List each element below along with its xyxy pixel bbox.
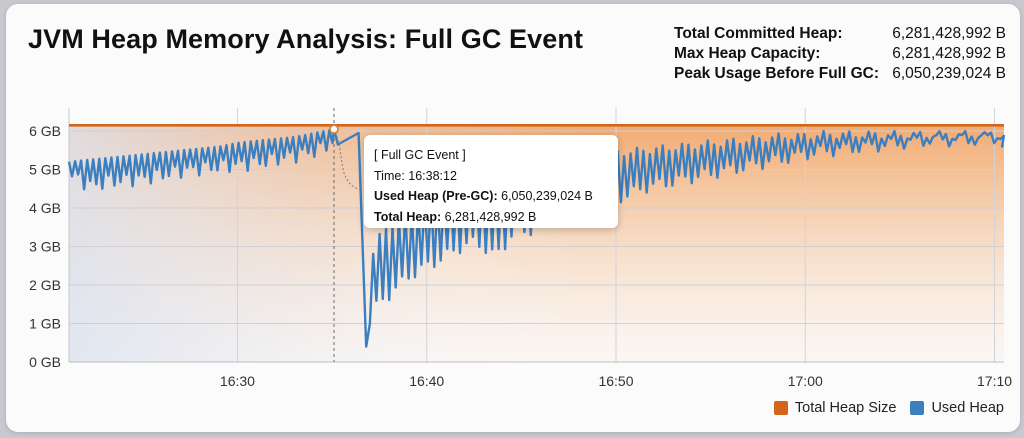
y-tick-label: 6 GB bbox=[29, 123, 61, 139]
chart-legend: Total Heap Size Used Heap bbox=[760, 400, 1004, 416]
x-tick-label: 16:50 bbox=[598, 373, 633, 389]
stat-total-committed: Total Committed Heap: 6,281,428,992 B bbox=[674, 24, 1006, 44]
stat-max-capacity: Max Heap Capacity: 6,281,428,992 B bbox=[674, 44, 1006, 64]
x-tick-label: 16:30 bbox=[220, 373, 255, 389]
y-tick-label: 5 GB bbox=[29, 162, 61, 178]
legend-label: Total Heap Size bbox=[794, 400, 897, 416]
y-tick-label: 4 GB bbox=[29, 200, 61, 216]
chart-card: JVM Heap Memory Analysis: Full GC Event … bbox=[6, 4, 1020, 432]
chart-title: JVM Heap Memory Analysis: Full GC Event bbox=[28, 24, 584, 54]
tooltip-time-value: 16:38:12 bbox=[408, 168, 457, 183]
x-tick-label: 17:10 bbox=[977, 373, 1012, 389]
tooltip-used: Used Heap (Pre-GC): 6,050,239,024 B bbox=[374, 186, 608, 207]
y-tick-label: 0 GB bbox=[29, 354, 61, 370]
stat-label: Peak Usage Before Full GC: bbox=[674, 65, 880, 82]
tooltip-connector bbox=[333, 128, 359, 190]
y-tick-label: 3 GB bbox=[29, 239, 61, 255]
y-tick-label: 2 GB bbox=[29, 277, 61, 293]
gc-peak-point bbox=[329, 124, 339, 135]
y-tick-label: 1 GB bbox=[29, 316, 61, 332]
tooltip-total: Total Heap: 6,281,428,992 B bbox=[374, 207, 608, 228]
stat-value: 6,281,428,992 B bbox=[892, 25, 1006, 42]
tooltip-header: [ Full GC Event ] bbox=[374, 148, 466, 162]
x-tick-label: 17:00 bbox=[788, 373, 823, 389]
stat-value: 6,050,239,024 B bbox=[892, 65, 1006, 82]
tooltip-time-label: Time: bbox=[374, 168, 405, 183]
gc-tooltip: [ Full GC Event ] Time: 16:38:12 Used He… bbox=[364, 135, 618, 228]
tooltip-used-value: 6,050,239,024 B bbox=[501, 189, 593, 203]
tooltip-total-label: Total Heap: bbox=[374, 209, 442, 224]
legend-item-total-heap[interactable]: Total Heap Size bbox=[773, 400, 897, 416]
stat-label: Max Heap Capacity: bbox=[674, 45, 821, 62]
legend-swatch-used-heap bbox=[910, 401, 925, 415]
stat-label: Total Committed Heap: bbox=[674, 25, 843, 42]
tooltip-time: Time: 16:38:12 bbox=[374, 166, 608, 187]
legend-swatch-total-heap bbox=[773, 401, 788, 415]
stat-value: 6,281,428,992 B bbox=[892, 45, 1006, 62]
tooltip-used-label: Used Heap (Pre-GC): bbox=[374, 189, 498, 203]
x-tick-label: 16:40 bbox=[409, 373, 444, 389]
legend-label: Used Heap bbox=[931, 400, 1004, 416]
heap-stats: Total Committed Heap: 6,281,428,992 B Ma… bbox=[674, 24, 1006, 84]
legend-item-used-heap[interactable]: Used Heap bbox=[910, 400, 1004, 416]
stat-peak-usage: Peak Usage Before Full GC: 6,050,239,024… bbox=[674, 64, 1006, 84]
tooltip-total-value: 6,281,428,992 B bbox=[444, 209, 537, 224]
